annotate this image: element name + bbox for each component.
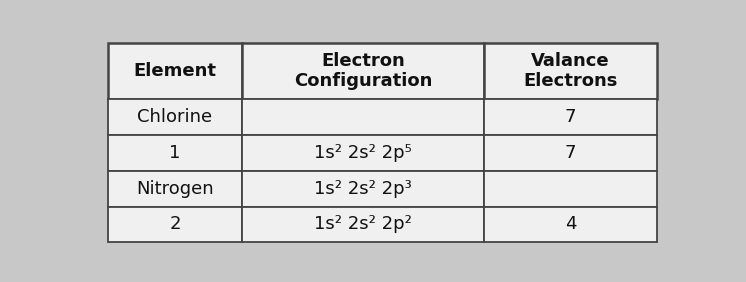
Text: 7: 7 — [565, 144, 576, 162]
Bar — [107, 135, 242, 171]
Bar — [242, 100, 484, 135]
Text: Valance
Electrons: Valance Electrons — [523, 52, 618, 91]
Bar — [484, 171, 657, 207]
Bar — [484, 43, 657, 100]
Text: Chlorine: Chlorine — [137, 108, 213, 126]
Text: Element: Element — [134, 62, 216, 80]
Bar — [107, 43, 242, 100]
Text: Nitrogen: Nitrogen — [137, 180, 214, 198]
Text: 4: 4 — [565, 215, 576, 233]
Bar — [484, 207, 657, 242]
Text: 1s² 2s² 2p⁵: 1s² 2s² 2p⁵ — [314, 144, 412, 162]
Bar — [242, 135, 484, 171]
Text: 7: 7 — [565, 108, 576, 126]
Bar — [484, 100, 657, 135]
Bar — [242, 171, 484, 207]
Bar — [107, 171, 242, 207]
Bar — [484, 135, 657, 171]
Text: 2: 2 — [169, 215, 181, 233]
Bar — [242, 207, 484, 242]
Text: 1s² 2s² 2p²: 1s² 2s² 2p² — [314, 215, 412, 233]
Text: Electron
Configuration: Electron Configuration — [294, 52, 432, 91]
Text: 1: 1 — [169, 144, 181, 162]
Bar — [107, 100, 242, 135]
Bar — [242, 43, 484, 100]
Text: 1s² 2s² 2p³: 1s² 2s² 2p³ — [314, 180, 412, 198]
Bar — [107, 207, 242, 242]
